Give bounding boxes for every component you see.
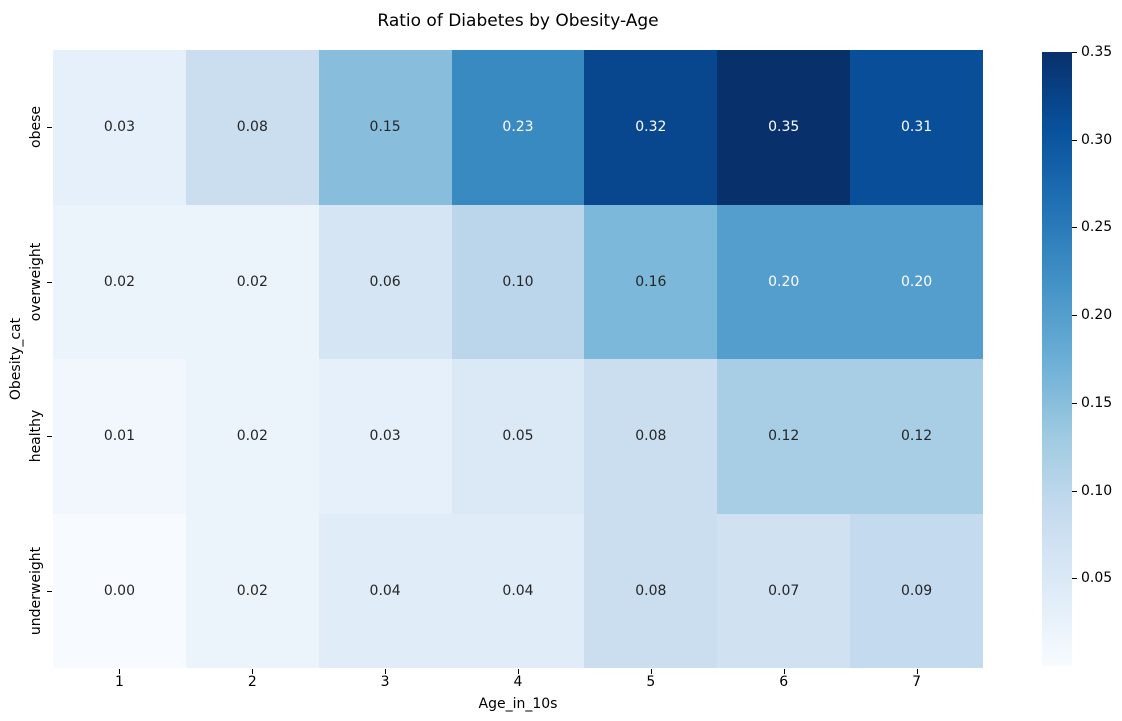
x-tick-label: 7 xyxy=(912,674,922,690)
x-tick-mark xyxy=(518,669,519,674)
colorbar-tick-label: 0.35 xyxy=(1081,44,1113,60)
y-tick-mark xyxy=(47,590,52,592)
colorbar-tick-label: 0.05 xyxy=(1081,570,1113,587)
cell-value: 0.12 xyxy=(900,428,933,445)
y-tick-label: overweight xyxy=(28,242,44,321)
heatmap-cell: 0.05 xyxy=(451,359,585,514)
cell-value: 0.02 xyxy=(103,273,135,290)
x-tick-label: 1 xyxy=(114,674,124,690)
colorbar-tick-mark xyxy=(1072,139,1077,141)
heatmap-cell: 0.08 xyxy=(185,50,319,205)
colorbar-tick-mark xyxy=(1072,52,1077,53)
y-tick-label: underweight xyxy=(28,546,44,635)
cell-value: 0.09 xyxy=(900,582,933,599)
cell-value: 0.15 xyxy=(369,119,401,136)
heatmap-cell: 0.03 xyxy=(53,50,186,205)
heatmap-cell: 0.01 xyxy=(53,359,186,514)
heatmap-cell: 0.32 xyxy=(584,50,718,205)
heatmap-cell: 0.04 xyxy=(318,513,452,668)
x-tick-mark xyxy=(650,669,652,674)
colorbar-tick-mark xyxy=(1072,578,1077,580)
heatmap-cell: 0.02 xyxy=(185,359,319,514)
colorbar-tick-label: 0.15 xyxy=(1081,394,1113,411)
heatmap-cell: 0.04 xyxy=(451,513,585,668)
cell-value: 0.16 xyxy=(635,273,667,290)
heatmap-cell: 0.31 xyxy=(850,50,983,205)
heatmap-cell: 0.06 xyxy=(318,204,452,359)
heatmap-cell: 0.12 xyxy=(717,359,851,514)
y-axis-label: Obesity_cat xyxy=(8,317,24,401)
y-tick-mark xyxy=(47,127,52,129)
x-tick-label: 5 xyxy=(646,674,656,690)
heatmap-grid: 0.03 0.08 0.15 0.23 0.32 0.35 0.31 0.02 0.02 0.06… xyxy=(53,50,983,668)
cell-value: 0.07 xyxy=(768,582,800,599)
heatmap-cell: 0.02 xyxy=(185,513,319,668)
cell-value: 0.12 xyxy=(768,428,800,445)
cell-value: 0.08 xyxy=(635,582,667,599)
y-tick-mark xyxy=(47,281,52,283)
cell-value: 0.02 xyxy=(236,582,268,599)
x-tick-label: 2 xyxy=(247,674,257,690)
x-tick-label: 4 xyxy=(513,674,523,690)
heatmap-cell: 0.08 xyxy=(584,513,718,668)
heatmap-cell: 0.20 xyxy=(850,204,983,359)
cell-value: 0.10 xyxy=(502,273,534,290)
heatmap-cell: 0.10 xyxy=(451,204,585,359)
heatmap-cell: 0.16 xyxy=(584,204,718,359)
x-axis-label: Age_in_10s xyxy=(478,696,558,712)
x-tick-mark xyxy=(916,669,918,674)
cell-value: 0.02 xyxy=(236,273,268,290)
heatmap-cell: 0.09 xyxy=(850,513,983,668)
x-tick-mark xyxy=(385,669,387,674)
cell-value: 0.05 xyxy=(502,428,534,445)
cell-value: 0.23 xyxy=(502,119,534,136)
cell-value: 0.06 xyxy=(369,273,401,290)
colorbar-tick-label: 0.20 xyxy=(1081,307,1113,324)
cell-value: 0.08 xyxy=(635,428,667,445)
colorbar-tick-label: 0.25 xyxy=(1081,219,1113,236)
cell-value: 0.20 xyxy=(768,273,800,290)
x-tick-label: 3 xyxy=(380,674,390,690)
colorbar-tick-mark xyxy=(1072,315,1077,317)
heatmap-cell: 0.35 xyxy=(717,50,851,205)
y-tick-mark xyxy=(47,436,52,438)
cell-value: 0.08 xyxy=(236,119,268,136)
y-tick-label: healthy xyxy=(28,409,44,463)
chart-title: Ratio of Diabetes by Obesity-Age xyxy=(377,11,659,31)
x-tick-mark xyxy=(783,669,785,674)
colorbar-tick-mark xyxy=(1072,227,1077,229)
heatmap-cell: 0.07 xyxy=(717,513,851,668)
colorbar xyxy=(1042,52,1072,666)
colorbar-tick-label: 0.30 xyxy=(1081,131,1113,148)
cell-value: 0.32 xyxy=(635,119,667,136)
cell-value: 0.04 xyxy=(502,582,534,599)
heatmap-cell: 0.03 xyxy=(318,359,452,514)
heatmap-cell: 0.20 xyxy=(717,204,851,359)
cell-value: 0.00 xyxy=(103,582,135,599)
x-tick-label: 6 xyxy=(779,674,789,690)
cell-value: 0.20 xyxy=(900,273,933,290)
heatmap-cell: 0.12 xyxy=(850,359,983,514)
heatmap-cell: 0.15 xyxy=(318,50,452,205)
cell-value: 0.03 xyxy=(103,119,135,136)
heatmap-cell: 0.08 xyxy=(584,359,718,514)
heatmap-cell: 0.02 xyxy=(185,204,319,359)
cell-value: 0.35 xyxy=(768,119,800,136)
x-tick-mark xyxy=(252,669,254,674)
colorbar-tick-label: 0.10 xyxy=(1081,482,1113,499)
cell-value: 0.03 xyxy=(369,428,401,445)
colorbar-tick-mark xyxy=(1072,402,1077,404)
cell-value: 0.31 xyxy=(900,119,933,136)
colorbar-tick-mark xyxy=(1072,490,1077,492)
cell-value: 0.02 xyxy=(236,428,268,445)
heatmap-cell: 0.00 xyxy=(53,513,186,668)
heatmap-cell: 0.02 xyxy=(53,204,186,359)
x-tick-mark xyxy=(119,669,121,674)
cell-value: 0.01 xyxy=(103,428,135,445)
y-tick-label: obese xyxy=(28,106,44,149)
heatmap-cell: 0.23 xyxy=(451,50,585,205)
cell-value: 0.04 xyxy=(369,582,401,599)
